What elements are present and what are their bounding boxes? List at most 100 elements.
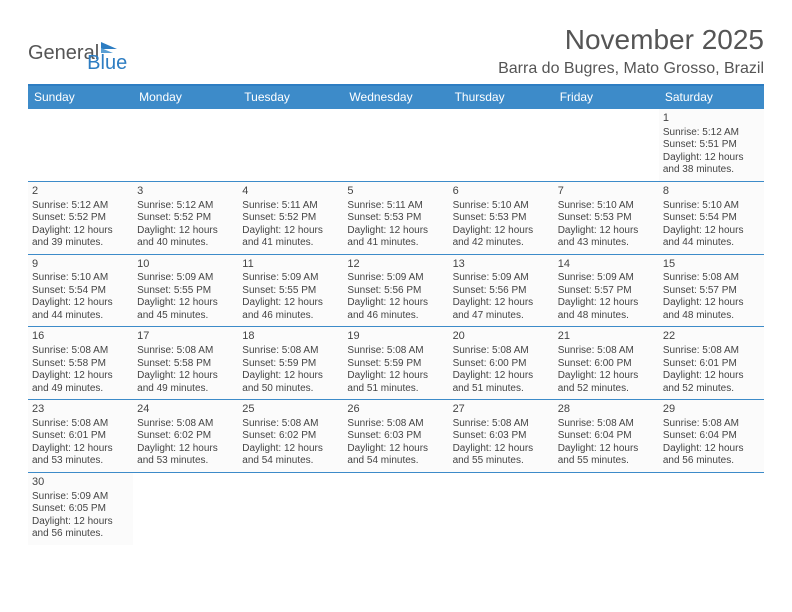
day-cell-25: 25Sunrise: 5:08 AMSunset: 6:02 PMDayligh…: [238, 400, 343, 472]
day-cell-30: 30Sunrise: 5:09 AMSunset: 6:05 PMDayligh…: [28, 473, 133, 545]
day-number: 27: [453, 403, 550, 417]
sunrise-text: Sunrise: 5:08 AM: [137, 418, 234, 431]
sunset-text: Sunset: 5:57 PM: [558, 285, 655, 298]
daylight-text: Daylight: 12 hours and 53 minutes.: [137, 443, 234, 468]
week-row: 30Sunrise: 5:09 AMSunset: 6:05 PMDayligh…: [28, 473, 764, 545]
empty-cell: [659, 473, 764, 545]
sunrise-text: Sunrise: 5:08 AM: [453, 345, 550, 358]
day-number: 14: [558, 258, 655, 272]
weekday-header: SundayMondayTuesdayWednesdayThursdayFrid…: [28, 86, 764, 109]
sunrise-text: Sunrise: 5:10 AM: [663, 200, 760, 213]
daylight-text: Daylight: 12 hours and 48 minutes.: [558, 297, 655, 322]
sunrise-text: Sunrise: 5:09 AM: [347, 272, 444, 285]
weekday-sunday: Sunday: [28, 86, 133, 109]
day-cell-4: 4Sunrise: 5:11 AMSunset: 5:52 PMDaylight…: [238, 182, 343, 254]
sunset-text: Sunset: 5:55 PM: [242, 285, 339, 298]
location-text: Barra do Bugres, Mato Grosso, Brazil: [498, 60, 764, 78]
empty-cell: [133, 473, 238, 545]
flag-icon: [101, 42, 117, 49]
empty-cell: [449, 473, 554, 545]
calendar: SundayMondayTuesdayWednesdayThursdayFrid…: [28, 84, 764, 545]
page-title: November 2025: [498, 24, 764, 56]
sunset-text: Sunset: 5:59 PM: [242, 358, 339, 371]
sunset-text: Sunset: 5:52 PM: [137, 212, 234, 225]
daylight-text: Daylight: 12 hours and 44 minutes.: [663, 225, 760, 250]
sunrise-text: Sunrise: 5:09 AM: [558, 272, 655, 285]
daylight-text: Daylight: 12 hours and 43 minutes.: [558, 225, 655, 250]
sunrise-text: Sunrise: 5:12 AM: [137, 200, 234, 213]
day-number: 1: [663, 112, 760, 126]
sunset-text: Sunset: 5:51 PM: [663, 139, 760, 152]
empty-cell: [343, 473, 448, 545]
daylight-text: Daylight: 12 hours and 39 minutes.: [32, 225, 129, 250]
sunrise-text: Sunrise: 5:08 AM: [663, 418, 760, 431]
daylight-text: Daylight: 12 hours and 55 minutes.: [453, 443, 550, 468]
sunset-text: Sunset: 6:04 PM: [558, 430, 655, 443]
daylight-text: Daylight: 12 hours and 53 minutes.: [32, 443, 129, 468]
day-cell-3: 3Sunrise: 5:12 AMSunset: 5:52 PMDaylight…: [133, 182, 238, 254]
day-number: 6: [453, 185, 550, 199]
day-number: 13: [453, 258, 550, 272]
day-cell-12: 12Sunrise: 5:09 AMSunset: 5:56 PMDayligh…: [343, 255, 448, 327]
sunrise-text: Sunrise: 5:08 AM: [663, 345, 760, 358]
sunset-text: Sunset: 5:52 PM: [242, 212, 339, 225]
daylight-text: Daylight: 12 hours and 46 minutes.: [347, 297, 444, 322]
day-number: 26: [347, 403, 444, 417]
daylight-text: Daylight: 12 hours and 55 minutes.: [558, 443, 655, 468]
day-number: 23: [32, 403, 129, 417]
weekday-tuesday: Tuesday: [238, 86, 343, 109]
day-cell-5: 5Sunrise: 5:11 AMSunset: 5:53 PMDaylight…: [343, 182, 448, 254]
day-number: 18: [242, 330, 339, 344]
day-number: 15: [663, 258, 760, 272]
day-cell-6: 6Sunrise: 5:10 AMSunset: 5:53 PMDaylight…: [449, 182, 554, 254]
sunset-text: Sunset: 6:00 PM: [558, 358, 655, 371]
day-cell-22: 22Sunrise: 5:08 AMSunset: 6:01 PMDayligh…: [659, 327, 764, 399]
weekday-monday: Monday: [133, 86, 238, 109]
day-number: 28: [558, 403, 655, 417]
daylight-text: Daylight: 12 hours and 54 minutes.: [347, 443, 444, 468]
sunrise-text: Sunrise: 5:08 AM: [137, 345, 234, 358]
day-number: 11: [242, 258, 339, 272]
sunrise-text: Sunrise: 5:11 AM: [347, 200, 444, 213]
day-number: 12: [347, 258, 444, 272]
daylight-text: Daylight: 12 hours and 48 minutes.: [663, 297, 760, 322]
sunset-text: Sunset: 6:00 PM: [453, 358, 550, 371]
sunset-text: Sunset: 5:58 PM: [32, 358, 129, 371]
day-number: 10: [137, 258, 234, 272]
day-cell-13: 13Sunrise: 5:09 AMSunset: 5:56 PMDayligh…: [449, 255, 554, 327]
day-cell-29: 29Sunrise: 5:08 AMSunset: 6:04 PMDayligh…: [659, 400, 764, 472]
day-cell-26: 26Sunrise: 5:08 AMSunset: 6:03 PMDayligh…: [343, 400, 448, 472]
sunset-text: Sunset: 5:56 PM: [347, 285, 444, 298]
day-number: 9: [32, 258, 129, 272]
day-cell-14: 14Sunrise: 5:09 AMSunset: 5:57 PMDayligh…: [554, 255, 659, 327]
day-cell-8: 8Sunrise: 5:10 AMSunset: 5:54 PMDaylight…: [659, 182, 764, 254]
day-number: 3: [137, 185, 234, 199]
day-cell-10: 10Sunrise: 5:09 AMSunset: 5:55 PMDayligh…: [133, 255, 238, 327]
daylight-text: Daylight: 12 hours and 50 minutes.: [242, 370, 339, 395]
week-row: 9Sunrise: 5:10 AMSunset: 5:54 PMDaylight…: [28, 255, 764, 328]
day-cell-17: 17Sunrise: 5:08 AMSunset: 5:58 PMDayligh…: [133, 327, 238, 399]
sunset-text: Sunset: 5:52 PM: [32, 212, 129, 225]
header: General Blue November 2025 Barra do Bugr…: [28, 24, 764, 78]
sunrise-text: Sunrise: 5:08 AM: [347, 345, 444, 358]
day-number: 22: [663, 330, 760, 344]
sunrise-text: Sunrise: 5:11 AM: [242, 200, 339, 213]
week-row: 16Sunrise: 5:08 AMSunset: 5:58 PMDayligh…: [28, 327, 764, 400]
daylight-text: Daylight: 12 hours and 52 minutes.: [558, 370, 655, 395]
calendar-body: 1 Sunrise: 5:12 AM Sunset: 5:51 PM Daylight…: [28, 109, 764, 545]
daylight-text: Daylight: 12 hours and 49 minutes.: [137, 370, 234, 395]
weekday-wednesday: Wednesday: [343, 86, 448, 109]
daylight-text: Daylight: 12 hours and 41 minutes.: [242, 225, 339, 250]
day-number: 16: [32, 330, 129, 344]
daylight-text: Daylight: 12 hours and 56 minutes.: [32, 516, 129, 541]
sunrise-text: Sunrise: 5:08 AM: [347, 418, 444, 431]
sunset-text: Sunset: 5:55 PM: [137, 285, 234, 298]
day-cell-23: 23Sunrise: 5:08 AMSunset: 6:01 PMDayligh…: [28, 400, 133, 472]
sunrise-text: Sunrise: 5:08 AM: [242, 418, 339, 431]
weekday-friday: Friday: [554, 86, 659, 109]
daylight-text: Daylight: 12 hours and 56 minutes.: [663, 443, 760, 468]
daylight-text: Daylight: 12 hours and 44 minutes.: [32, 297, 129, 322]
week-row: 1Sunrise: 5:12 AMSunset: 5:51 PMDaylight…: [28, 109, 764, 182]
sunrise-text: Sunrise: 5:12 AM: [32, 200, 129, 213]
sunrise-text: Sunrise: 5:08 AM: [32, 345, 129, 358]
